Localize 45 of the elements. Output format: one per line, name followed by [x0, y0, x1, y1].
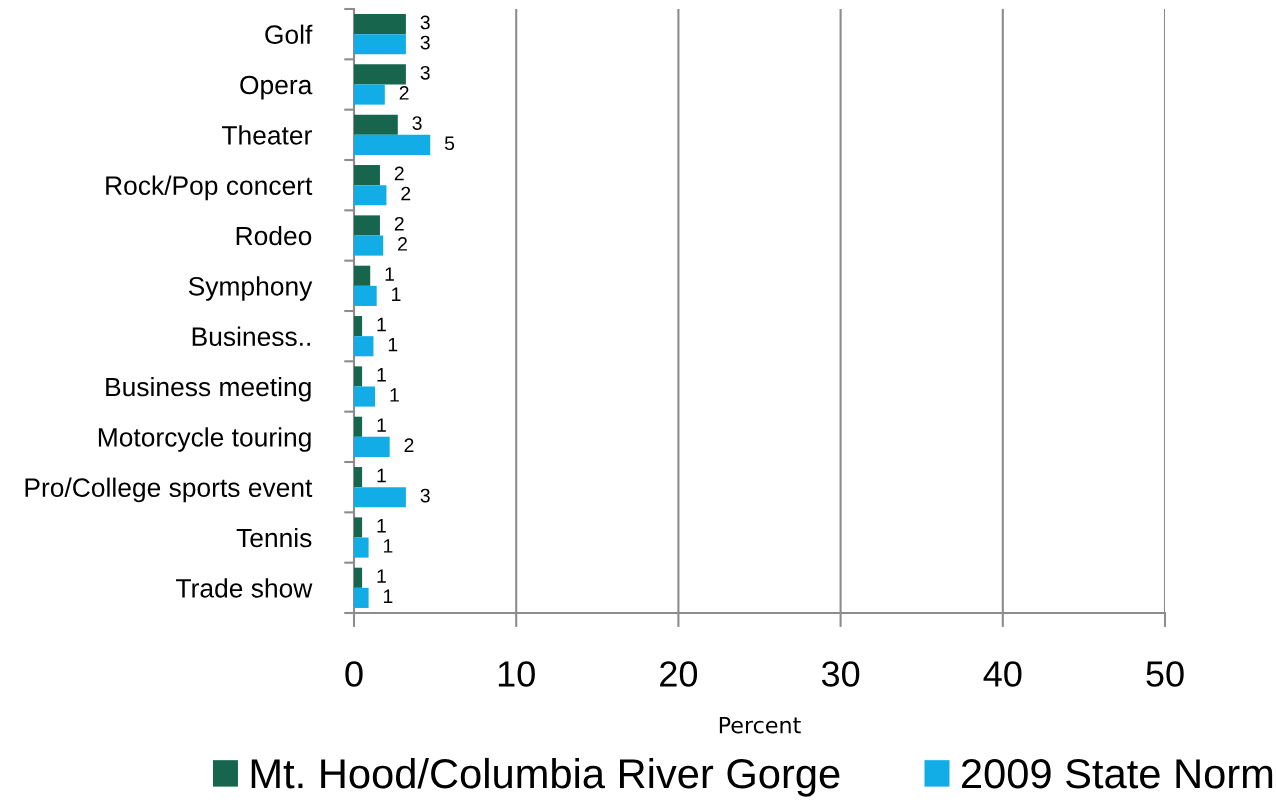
y-tick-label: Motorcycle touring — [98, 427, 311, 452]
x-axis-title: Percent — [719, 716, 801, 734]
data-label: 2 — [398, 237, 407, 251]
x-tick-label: 0 — [345, 661, 363, 687]
data-label: 1 — [377, 468, 386, 483]
data-label: 2 — [394, 166, 404, 181]
y-tick-label: Golf — [265, 24, 313, 44]
data-label: 2 — [404, 438, 414, 452]
data-label: 5 — [444, 136, 455, 151]
data-label: 1 — [377, 569, 386, 583]
data-label: 2 — [401, 186, 411, 201]
y-tick-label: Pro/College sports event — [25, 477, 313, 503]
data-label: 1 — [377, 317, 386, 332]
y-tick-label: Theater — [221, 125, 312, 145]
legend-label: 2009 State Norm — [962, 758, 1273, 789]
y-tick-label: Opera — [240, 75, 313, 100]
data-label: 1 — [385, 267, 394, 281]
data-label: 3 — [420, 35, 430, 50]
y-tick-label: Trade show — [176, 578, 313, 598]
y-tick-label: Rodeo — [236, 225, 312, 246]
x-tick-label: 30 — [821, 661, 860, 687]
data-label: 3 — [420, 15, 430, 30]
y-tick-label: Tennis — [236, 527, 312, 548]
data-label: 3 — [420, 65, 430, 80]
y-tick-label: Symphony — [188, 276, 313, 301]
data-label: 1 — [383, 539, 393, 553]
data-label: 1 — [377, 368, 386, 382]
x-tick-label: 40 — [983, 661, 1022, 687]
y-tick-label: Rock/Pop concert — [106, 175, 313, 201]
y-tick-label: Business meeting — [106, 376, 311, 402]
data-label: 2 — [399, 86, 409, 100]
data-label: 1 — [390, 388, 399, 402]
x-tick-label: 20 — [660, 661, 698, 687]
data-label: 1 — [383, 589, 393, 603]
data-label: 3 — [412, 116, 422, 130]
y-tick-label: Business.. — [192, 326, 310, 346]
data-label: 1 — [377, 519, 386, 533]
data-label: 3 — [420, 488, 430, 503]
data-label: 2 — [394, 216, 404, 231]
x-tick-label: 10 — [498, 661, 535, 687]
data-label: 1 — [388, 337, 398, 352]
data-label: 1 — [377, 418, 386, 432]
legend-label: Mt. Hood/Columbia River Gorge — [251, 757, 840, 797]
data-label: 1 — [392, 287, 401, 301]
x-tick-label: 50 — [1146, 661, 1184, 687]
